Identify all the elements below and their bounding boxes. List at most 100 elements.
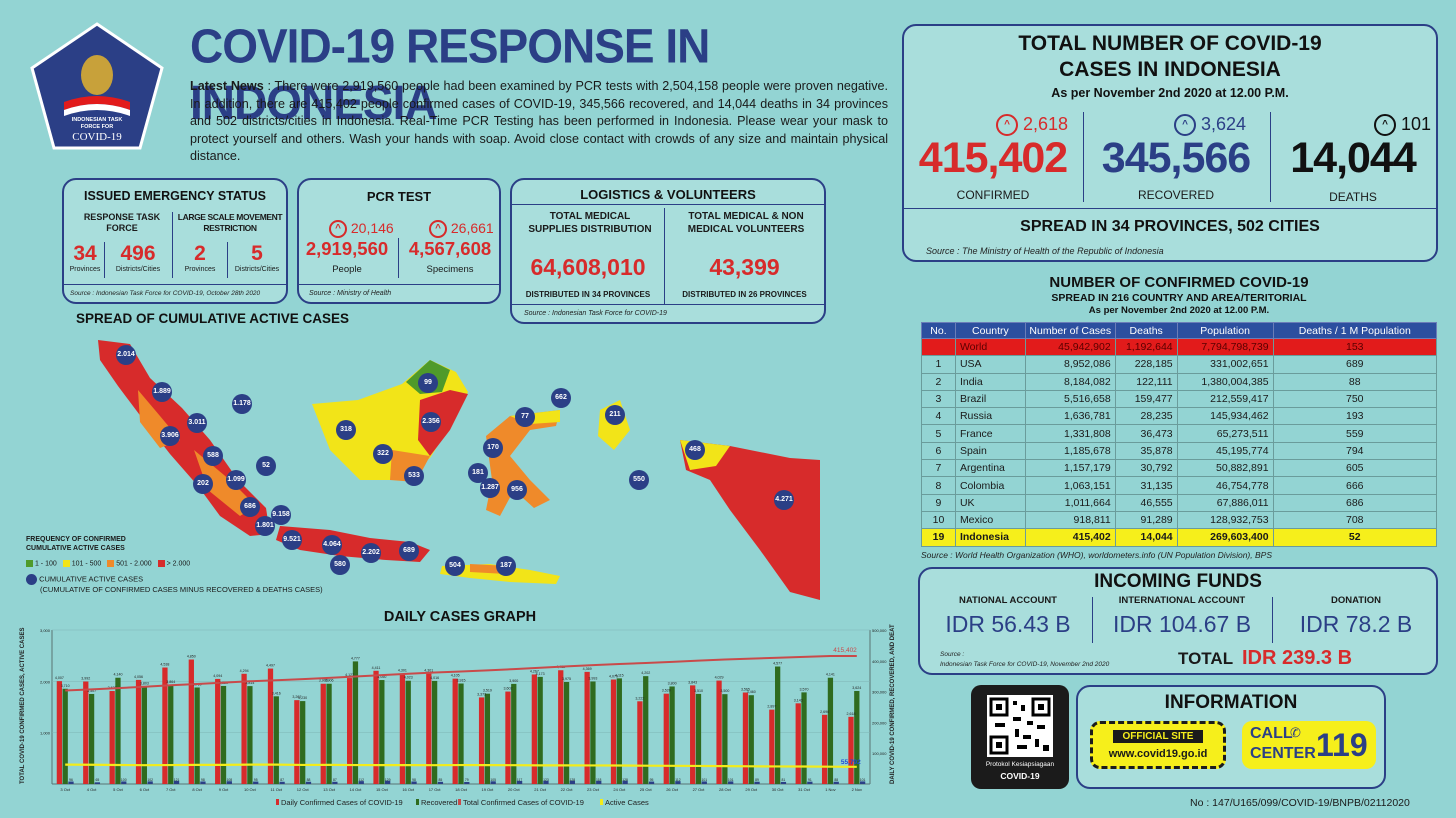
pcr-inc1: ^ 20,146 — [329, 220, 394, 239]
table-cell: 122,111 — [1114, 372, 1178, 391]
death-data-label: 121 — [174, 778, 180, 782]
table-cell: 8 — [921, 476, 956, 495]
recovered-bar — [801, 692, 807, 784]
confirmed-bar — [294, 700, 300, 784]
recovered-bar — [722, 694, 728, 784]
table-cell: Spain — [954, 441, 1026, 461]
world-asof: As per November 2nd 2020 at 12.00 P.M. — [1088, 305, 1270, 316]
deaths-label: DEATHS — [1329, 190, 1377, 204]
recovered-bar — [352, 661, 359, 784]
case-bubble: 99 — [418, 373, 438, 393]
funds-total-label: TOTAL — [1178, 649, 1234, 668]
x-tick-label: 30 Oct — [772, 787, 785, 792]
table-cell: 52 — [1272, 528, 1438, 547]
recovered-bar — [168, 684, 174, 784]
official-site-button[interactable]: OFFICIAL SITE www.covid19.go.id — [1090, 721, 1226, 769]
confirmed-increase-value: 2,618 — [1023, 114, 1069, 134]
death-data-label: 89 — [755, 778, 759, 782]
table-row: 8 Colombia 1,063,151 31,135 46,754,778 666 — [921, 476, 1438, 495]
table-cell: 559 — [1272, 424, 1438, 443]
x-tick-label: 1 Nov — [825, 787, 835, 792]
death-data-label: 95 — [650, 778, 654, 782]
recovered-bar — [220, 685, 227, 784]
table-cell: 331,002,651 — [1176, 355, 1274, 374]
death-data-label: 101 — [860, 778, 866, 782]
table-cell: 1,636,781 — [1024, 407, 1116, 426]
case-bubble: 2.014 — [116, 345, 136, 365]
totals-title2: CASES IN INDONESIA — [1059, 58, 1281, 81]
confirmed-data-label: 4,538 — [160, 663, 169, 667]
y-axis-label: TOTAL COVID-19 CONFIRMED CASES, ACTIVE C… — [20, 628, 26, 784]
x-tick-label: 16 Oct — [402, 787, 415, 792]
recovered-bar — [115, 677, 121, 784]
confirmed-data-label: 4,007 — [55, 676, 64, 680]
call-center-button[interactable]: CALL ✆ CENTER 119 — [1242, 721, 1376, 769]
confirmed-bar — [742, 692, 749, 784]
recovered-bar — [775, 666, 781, 784]
x-tick-label: 14 Oct — [350, 787, 363, 792]
x-tick-label: 20 Oct — [508, 787, 521, 792]
column-header: Population — [1176, 322, 1274, 339]
recovered-increase: ^ 3,624 — [1174, 114, 1246, 137]
latest-news: Latest News : There were 2,919,560 peopl… — [190, 78, 888, 166]
up-arrow-icon: ^ — [329, 220, 347, 239]
java — [276, 526, 430, 562]
case-bubble: 211 — [605, 405, 625, 425]
death-data-label: 129 — [385, 778, 391, 782]
death-bar — [332, 781, 338, 784]
up-arrow-icon: ^ — [996, 114, 1018, 137]
case-bubble: 533 — [404, 466, 424, 486]
table-cell: 46,754,778 — [1176, 476, 1274, 495]
document-number: No : 147/U165/099/COVID-19/BNPB/02112020 — [1190, 797, 1410, 809]
y-tick-label: 2,000 — [40, 679, 51, 684]
table-cell: 46,555 — [1114, 493, 1178, 512]
death-data-label: 112 — [359, 778, 365, 782]
table-cell: 1,192,644 — [1114, 337, 1178, 357]
case-bubble: 2.202 — [361, 543, 381, 563]
legend-items: 1 - 100 101 - 500 501 - 2.000 > 2.000 — [26, 560, 190, 567]
red-swatch-icon — [157, 560, 165, 567]
country-table: No. Country Number of Cases Deaths Populatio… — [921, 322, 1438, 547]
confirmed-data-label: 2,696 — [820, 710, 829, 714]
confirmed-bar — [558, 670, 564, 784]
confirmed-bar — [610, 679, 617, 784]
death-data-label: 98 — [412, 778, 416, 782]
info-title: INFORMATION — [1164, 692, 1298, 713]
confirmed-increase: ^ 2,618 — [996, 114, 1069, 137]
pcr-people-value: 2,919,560 — [305, 238, 389, 259]
x-tick-label: 13 Oct — [323, 787, 336, 792]
table-cell: 794 — [1272, 441, 1438, 461]
emergency-v2: 496 — [120, 242, 156, 265]
death-bar — [305, 781, 312, 784]
death-bar — [147, 781, 153, 784]
page-title: COVID-19 RESPONSE IN INDONESIA — [190, 18, 710, 130]
death-data-label: 123 — [543, 778, 549, 782]
qr-card[interactable]: Protokol Kesiapsiagaan COVID-19 — [971, 685, 1069, 789]
legend-label: Total Confirmed Cases of COVID-19 — [463, 798, 584, 807]
case-bubble: 468 — [685, 440, 705, 460]
table-cell: 708 — [1272, 510, 1438, 530]
death-data-label: 118 — [596, 778, 602, 782]
confirmed-bar — [584, 671, 590, 784]
table-header: No. Country Number of Cases Deaths Populatio… — [921, 322, 1438, 339]
death-bar — [754, 781, 760, 784]
table-cell: 750 — [1272, 389, 1438, 409]
y2-tick-label: 200,000 — [872, 720, 887, 725]
pcr-specimens-value: 4,567,608 — [408, 238, 492, 259]
pcr-source: Source : Ministry of Health — [309, 290, 392, 297]
pcr-people-label: People — [332, 264, 362, 275]
world-title: NUMBER OF CONFIRMED COVID-19 — [1049, 274, 1309, 291]
case-bubble: 181 — [468, 463, 488, 483]
table-cell: Argentina — [954, 459, 1026, 478]
supplies-note: DISTRIBUTED IN 34 PROVINCES — [525, 290, 651, 299]
confirmed-data-label: 3,565 — [741, 687, 750, 691]
death-bar — [675, 781, 681, 784]
logo-line2: FORCE FOR — [80, 124, 114, 130]
x-tick-label: 19 Oct — [481, 787, 494, 792]
legend-item: 101 - 500 — [62, 560, 101, 567]
case-bubble: 4.064 — [322, 535, 342, 555]
x-tick-label: 15 Oct — [376, 787, 389, 792]
x-tick-label: 31 Oct — [798, 787, 811, 792]
confirmed-bar — [267, 668, 274, 784]
table-cell: World — [954, 337, 1026, 357]
